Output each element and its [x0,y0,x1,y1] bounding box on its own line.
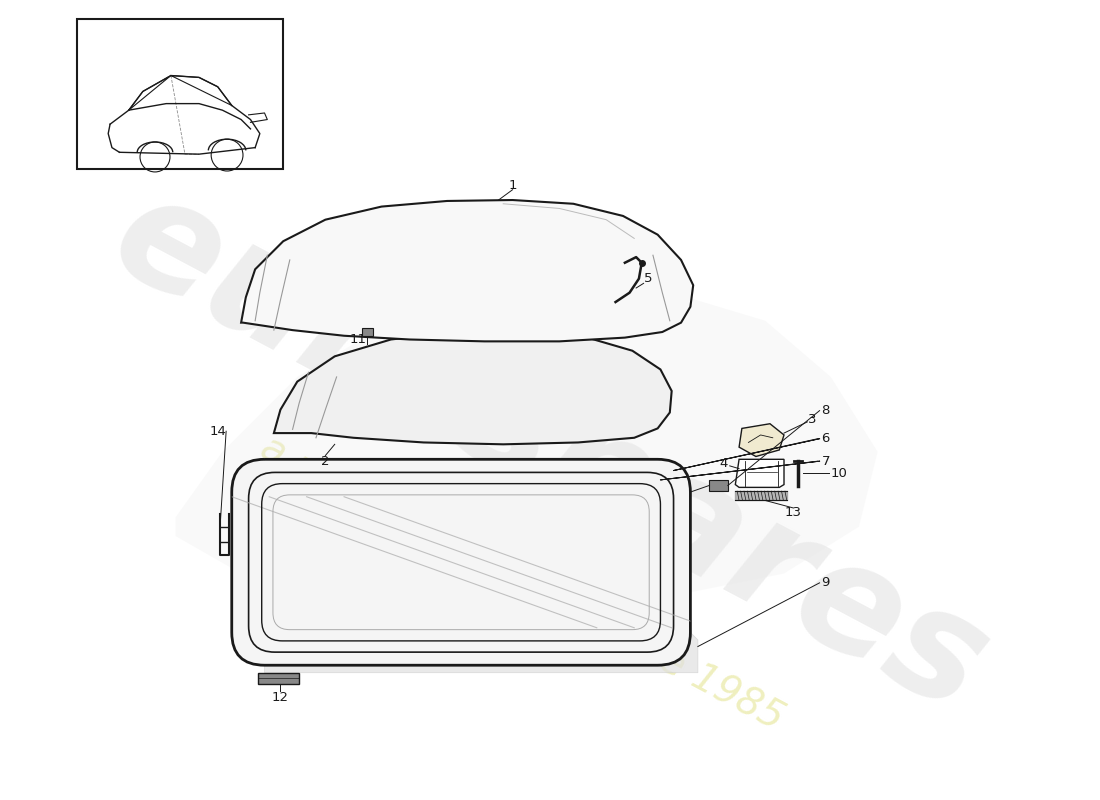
Text: 12: 12 [272,690,289,703]
Bar [258,673,299,684]
PathPatch shape [232,459,691,666]
Bar [710,480,728,491]
Text: 13: 13 [785,506,802,519]
Text: 4: 4 [719,458,727,470]
PathPatch shape [274,332,672,444]
Bar [77,19,283,169]
Text: 10: 10 [830,467,848,480]
Text: 2: 2 [321,454,330,468]
Text: a passion for parts since 1985: a passion for parts since 1985 [254,428,790,738]
Polygon shape [735,459,784,487]
Polygon shape [739,424,784,457]
Text: 14: 14 [209,425,227,438]
Text: 11: 11 [350,333,366,346]
Text: 7: 7 [822,454,829,468]
Text: 3: 3 [807,413,816,426]
Text: 1: 1 [508,178,517,191]
Text: 6: 6 [822,432,829,446]
Polygon shape [264,633,697,673]
Text: 9: 9 [822,576,829,590]
PathPatch shape [241,200,693,342]
Text: eurospares: eurospares [89,159,1011,744]
Polygon shape [176,283,878,602]
Text: 8: 8 [822,404,829,417]
Text: 5: 5 [644,272,652,285]
Bar [362,328,373,336]
